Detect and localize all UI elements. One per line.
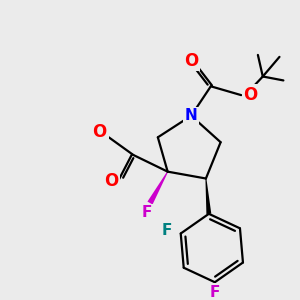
Text: N: N bbox=[185, 108, 198, 123]
Polygon shape bbox=[206, 178, 211, 214]
Text: F: F bbox=[210, 284, 220, 299]
Text: O: O bbox=[243, 86, 257, 104]
Text: O: O bbox=[184, 52, 198, 70]
Text: F: F bbox=[161, 223, 172, 238]
Polygon shape bbox=[147, 171, 168, 205]
Text: O: O bbox=[93, 123, 107, 141]
Text: O: O bbox=[104, 172, 118, 190]
Text: H: H bbox=[89, 128, 101, 142]
Text: F: F bbox=[142, 205, 152, 220]
